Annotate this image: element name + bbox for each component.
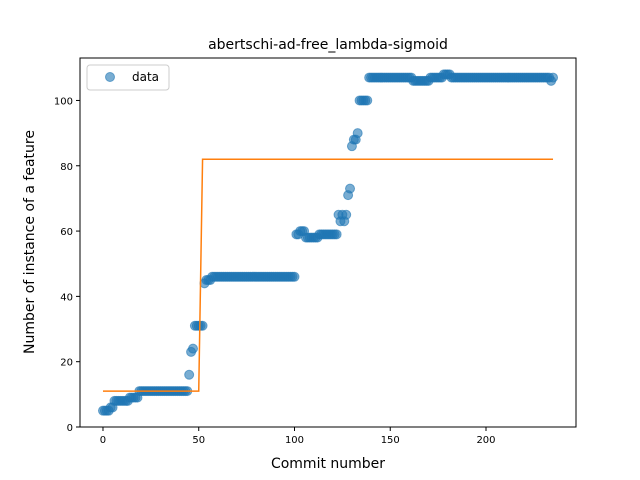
y-tick-label: 20 bbox=[60, 358, 73, 369]
x-axis: 0 50 100 150 200 bbox=[100, 427, 496, 446]
y-tick-label: 40 bbox=[60, 292, 73, 303]
legend-marker-data bbox=[105, 72, 115, 82]
data-point bbox=[184, 369, 195, 380]
data-point bbox=[341, 209, 352, 220]
chart-title: abertschi-ad-free_lambda-sigmoid bbox=[208, 37, 448, 53]
y-axis-title: Number of instance of a feature bbox=[22, 130, 38, 354]
scatter-series bbox=[97, 69, 559, 416]
y-tick-label: 100 bbox=[54, 96, 73, 107]
legend-box bbox=[86, 64, 170, 91]
data-point bbox=[331, 229, 342, 240]
fit-line bbox=[102, 158, 554, 392]
legend: data bbox=[86, 64, 170, 91]
axes-frame bbox=[79, 57, 577, 428]
data-point bbox=[345, 183, 356, 194]
plot-area bbox=[97, 69, 559, 416]
data-point bbox=[362, 95, 373, 106]
x-axis-title: Commit number bbox=[271, 456, 385, 472]
x-tick-label: 100 bbox=[285, 435, 304, 446]
x-tick-label: 0 bbox=[100, 435, 106, 446]
legend-label-data: data bbox=[132, 70, 159, 84]
y-tick-label: 0 bbox=[67, 423, 73, 434]
data-point bbox=[187, 343, 198, 354]
data-point bbox=[352, 128, 363, 139]
y-axis: 0 20 40 60 80 100 bbox=[54, 96, 80, 434]
data-point bbox=[548, 72, 559, 83]
x-tick-label: 150 bbox=[381, 435, 400, 446]
y-tick-label: 60 bbox=[60, 227, 73, 238]
x-tick-label: 200 bbox=[476, 435, 495, 446]
data-point bbox=[289, 271, 300, 282]
y-tick-label: 80 bbox=[60, 162, 73, 173]
x-tick-label: 50 bbox=[192, 435, 205, 446]
